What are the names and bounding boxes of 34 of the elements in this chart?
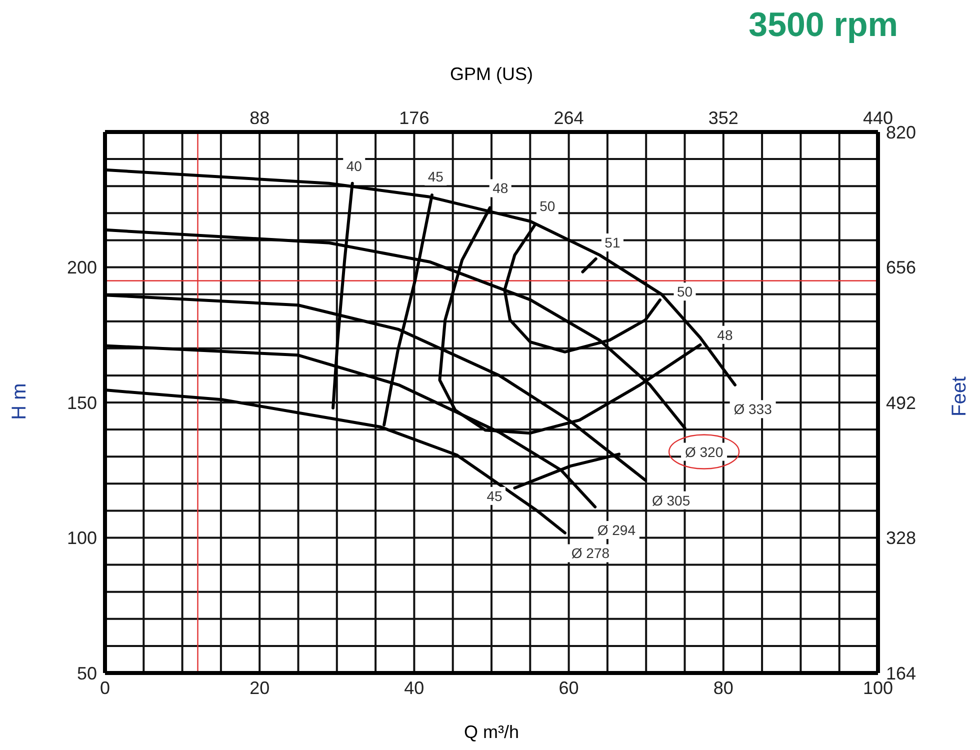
series-label: 50 bbox=[540, 198, 556, 214]
x-tick-label: 60 bbox=[558, 678, 579, 698]
series-label: Ø 294 bbox=[597, 522, 636, 538]
y-tick-label: 150 bbox=[66, 392, 97, 413]
series-label: Ø 333 bbox=[734, 401, 772, 418]
y-tick-label: 50 bbox=[76, 663, 97, 684]
chart-title: 3500 rpm bbox=[748, 6, 898, 45]
series-label: Ø 305 bbox=[652, 492, 690, 508]
x-tick-label: 0 bbox=[100, 678, 110, 698]
series-label: Ø 320 bbox=[684, 444, 724, 460]
x-tick-label: 40 bbox=[404, 678, 424, 698]
x-tick-label: 80 bbox=[713, 678, 734, 698]
series-label: 40 bbox=[346, 158, 362, 174]
annotation: 50 bbox=[676, 284, 693, 300]
y2-axis-title: Feet bbox=[948, 375, 972, 419]
series-label: 48 bbox=[492, 180, 508, 196]
series-label: 45 bbox=[486, 488, 503, 504]
y2-tick-label: 492 bbox=[886, 392, 916, 413]
x2-tick-label: 176 bbox=[399, 108, 430, 128]
x-tick-label: 20 bbox=[250, 678, 270, 698]
x2-tick-label: 88 bbox=[250, 108, 270, 128]
y-tick-label: 100 bbox=[66, 528, 97, 548]
x2-tick-label: 352 bbox=[708, 108, 738, 128]
x2-tick-label: 264 bbox=[554, 108, 584, 128]
x-axis-title: Q m³/h bbox=[462, 722, 520, 743]
series-label: 51 bbox=[604, 234, 620, 250]
series-label: 45 bbox=[428, 168, 444, 184]
series-label: Ø 278 bbox=[571, 545, 610, 562]
annotation: 48 bbox=[717, 326, 733, 343]
y-axis-title: H m bbox=[8, 382, 32, 422]
y2-tick-label: 656 bbox=[886, 258, 916, 278]
x2-axis-title: GPM (US) bbox=[449, 64, 534, 85]
y-tick-label: 200 bbox=[66, 258, 97, 278]
y2-tick-label: 328 bbox=[886, 528, 916, 548]
